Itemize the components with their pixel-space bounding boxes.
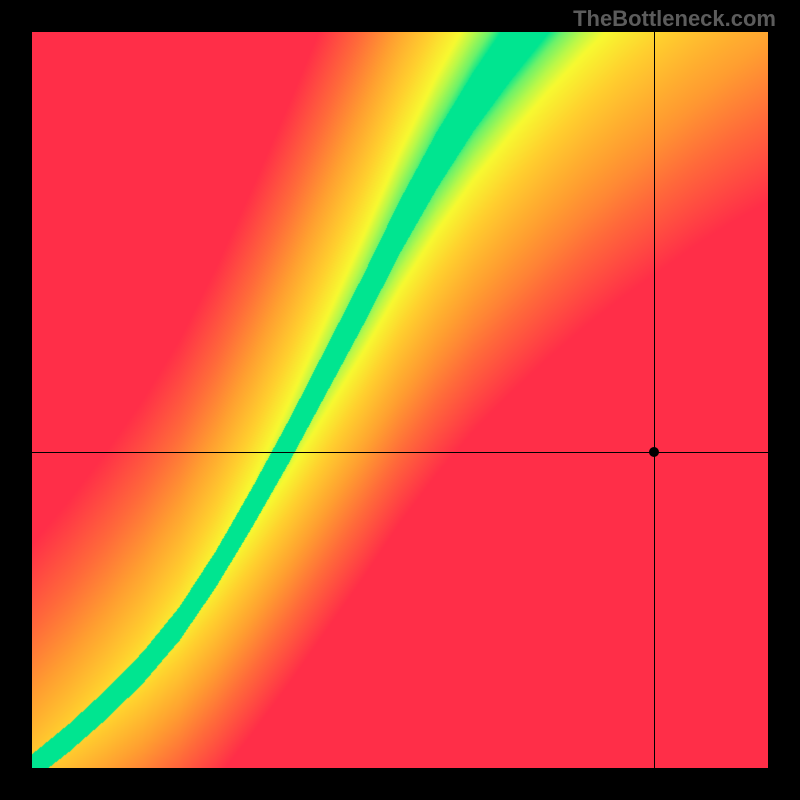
heatmap-plot: [32, 32, 768, 768]
chart-container: TheBottleneck.com: [0, 0, 800, 800]
watermark-text: TheBottleneck.com: [573, 6, 776, 32]
crosshair-vertical: [654, 32, 655, 768]
crosshair-target-dot: [649, 447, 659, 457]
heatmap-canvas: [32, 32, 768, 768]
